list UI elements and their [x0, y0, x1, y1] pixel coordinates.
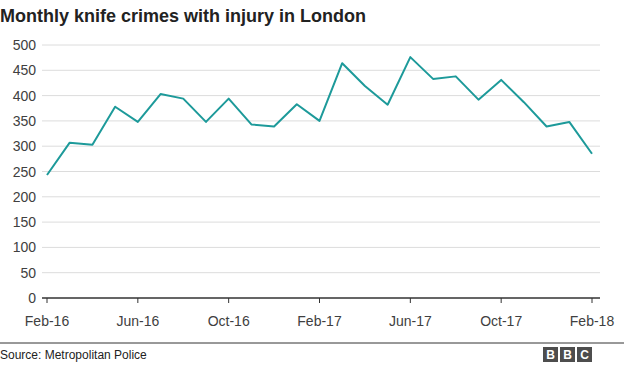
grid-line	[42, 222, 600, 223]
x-tick	[47, 298, 48, 303]
grid-line	[42, 45, 600, 46]
x-tick	[501, 298, 502, 303]
logo-text: BBC	[546, 348, 589, 362]
grid-line	[42, 146, 600, 147]
x-tick-label: Feb-18	[570, 313, 615, 329]
grid-line	[42, 247, 600, 248]
x-tick	[319, 298, 320, 303]
logo-box	[543, 347, 558, 362]
logo-letter: B	[546, 348, 555, 362]
chart-svg: Monthly knife crimes with injury in Lond…	[0, 0, 624, 367]
x-tick-label: Oct-17	[480, 313, 522, 329]
source: Source: Metropolitan Police	[0, 348, 147, 362]
x-tick-label: Feb-17	[297, 313, 342, 329]
y-tick-label: 500	[13, 37, 37, 53]
line-series	[47, 57, 592, 175]
logo-letter: B	[563, 348, 572, 362]
x-axis-line	[42, 298, 600, 299]
y-tick-label: 450	[13, 62, 37, 78]
x-tick-label: Jun-16	[116, 313, 159, 329]
y-tick-label: 100	[13, 239, 37, 255]
grid-line	[42, 120, 600, 121]
x-tick	[228, 298, 229, 303]
grid-line	[42, 70, 600, 71]
y-tick-label: 150	[13, 214, 37, 230]
grid-line	[42, 298, 600, 299]
footer-rule	[0, 343, 624, 344]
chart-container: Monthly knife crimes with injury in Lond…	[0, 0, 624, 367]
y-tick-label: 400	[13, 88, 37, 104]
x-tick	[592, 298, 593, 303]
x-tick	[137, 298, 138, 303]
grid-line	[42, 171, 600, 172]
logo-box	[577, 347, 592, 362]
y-tick-label: 250	[13, 164, 37, 180]
logo-box	[560, 347, 575, 362]
plot-area	[47, 57, 592, 175]
logo-letter: C	[580, 348, 589, 362]
x-tick	[410, 298, 411, 303]
x-tick-label: Feb-16	[25, 313, 70, 329]
y-tick-label: 200	[13, 189, 37, 205]
grid-line	[42, 272, 600, 273]
x-tick-label: Jun-17	[389, 313, 432, 329]
y-tick-label: 0	[28, 290, 36, 306]
y-tick-label: 50	[20, 265, 36, 281]
y-tick-label: 300	[13, 138, 37, 154]
x-tick-label: Oct-16	[208, 313, 250, 329]
title: Monthly knife crimes with injury in Lond…	[0, 6, 366, 26]
logo: BBC	[543, 347, 592, 362]
grid-line	[42, 196, 600, 197]
y-tick-label: 350	[13, 113, 37, 129]
